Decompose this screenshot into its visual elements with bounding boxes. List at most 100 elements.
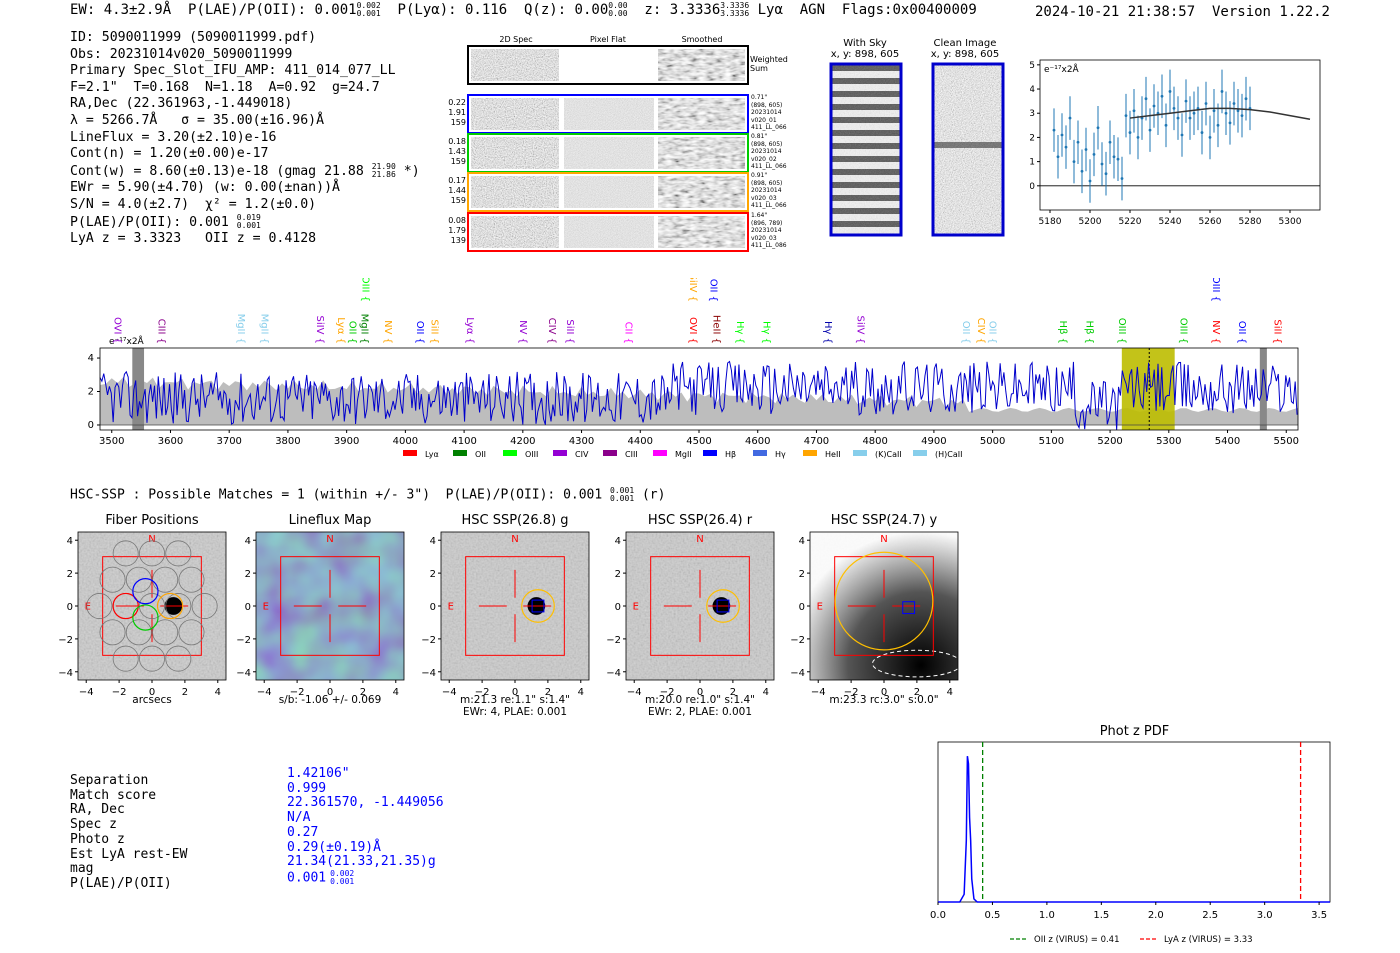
spectrum-xtick-label: 4200 bbox=[510, 436, 535, 447]
source-box bbox=[716, 599, 730, 613]
match-value: 1.42106" bbox=[287, 766, 350, 781]
hsc-ytick-label: 2 bbox=[799, 569, 805, 580]
hsc-match-line: HSC-SSP : Possible Matches = 1 (within +… bbox=[70, 487, 665, 503]
fiber-circle bbox=[165, 645, 192, 672]
zoom-point bbox=[1116, 157, 1120, 161]
north-label: N bbox=[511, 534, 518, 545]
emission-line-label-text: OII { bbox=[960, 321, 971, 344]
legend-swatch bbox=[403, 450, 417, 456]
legend-label: OIII bbox=[525, 450, 538, 459]
info-lya: LyA z = 3.3323 OII z = 0.4128 bbox=[70, 231, 317, 247]
legend-label: OII bbox=[475, 450, 486, 459]
cutout-left-label: 0.08 1.79 139 bbox=[448, 216, 466, 245]
match-value: 0.29(±0.19)Å bbox=[287, 839, 381, 855]
fiber-circle bbox=[112, 540, 139, 567]
zoom-ytick-label: 5 bbox=[1030, 61, 1035, 71]
fiber-circle bbox=[139, 645, 165, 672]
spectrum-xtick-label: 3800 bbox=[275, 436, 300, 447]
hsc-ytick-label: 0 bbox=[67, 602, 73, 613]
east-label: E bbox=[263, 601, 269, 612]
hsc-match-text: HSC-SSP : Possible Matches = 1 (within +… bbox=[70, 487, 603, 503]
emission-line-label-text: SiIV { bbox=[854, 316, 865, 344]
spectrum-xtick-label: 3500 bbox=[99, 436, 124, 447]
zoom-point bbox=[1104, 172, 1108, 176]
hsc-xtick-label: −4 bbox=[442, 687, 457, 698]
header-plya: P(Lyα): 0.116 bbox=[397, 2, 508, 18]
info-radec: RA,Dec (22.361963,-1.449018) bbox=[70, 96, 293, 112]
info-contn: Cont(n) = 1.20(±0.00)e-17 bbox=[70, 146, 269, 162]
zoom-point bbox=[1236, 109, 1240, 113]
match-value: 21.34(21.33,21.35)g bbox=[287, 854, 436, 870]
spectrum-xtick-label: 5000 bbox=[980, 436, 1005, 447]
fiber-circle bbox=[152, 619, 179, 646]
zoom-point bbox=[1176, 116, 1180, 120]
legend-label: Hγ bbox=[775, 450, 786, 459]
cutout-header-smooth: Smoothed bbox=[681, 35, 723, 44]
match-plae-frac: 0.002 0.001 bbox=[330, 869, 355, 886]
emission-line-label: Hγ { bbox=[822, 321, 833, 344]
zoom-xtick-label: 5260 bbox=[1199, 217, 1222, 227]
legend-swatch bbox=[553, 450, 567, 456]
zoom-frame bbox=[1039, 59, 1321, 211]
emission-line-label-text: OII { bbox=[708, 279, 719, 302]
zoom-point bbox=[1100, 162, 1104, 166]
fiber-circle bbox=[165, 540, 192, 567]
cutout-row-2 bbox=[467, 133, 749, 173]
hsc-panel-title: HSC SSP(24.7) y bbox=[830, 513, 938, 528]
emission-line-label: OII { bbox=[1236, 321, 1247, 344]
aperture-box bbox=[280, 556, 380, 656]
match-plae-lo: 0.001 bbox=[330, 876, 355, 886]
photz-title: Phot z PDF bbox=[1099, 724, 1170, 739]
zoom-point bbox=[1060, 133, 1064, 137]
emission-line-label: CII { bbox=[623, 322, 634, 344]
hsc-ytick-label: −2 bbox=[790, 635, 805, 646]
emission-line-label-text: NV { bbox=[382, 320, 393, 344]
lineflux-map bbox=[256, 532, 404, 680]
hsc-ytick-label: 0 bbox=[430, 602, 436, 613]
aperture-box bbox=[834, 556, 934, 656]
east-label: E bbox=[633, 601, 639, 612]
cutout-right-label: 0.71" (898, 605) 20231014 v020_01 411_LL… bbox=[751, 94, 787, 131]
zoom-xtick-label: 5200 bbox=[1079, 217, 1102, 227]
photz-xtick-label: 2.0 bbox=[1148, 910, 1164, 921]
hsc-xtick-label: −4 bbox=[79, 687, 94, 698]
zoom-point bbox=[1204, 102, 1208, 105]
zoom-point bbox=[1120, 177, 1124, 180]
hsc-ytick-label: 4 bbox=[615, 536, 621, 547]
header-qz-hi: 0.00 bbox=[608, 1, 628, 10]
hsc-panel-svg: N E 4 2 0 −2 −4 −4 −2 0 2 4 bbox=[236, 531, 405, 698]
masked-region bbox=[1259, 348, 1267, 430]
hsc-panel-svg: N E 4 2 0 −2 −4 −4 −2 0 2 4 bbox=[790, 531, 962, 698]
hsc-xtick-label: −2 bbox=[290, 687, 305, 698]
hsc-xtick-label: 0 bbox=[697, 687, 703, 698]
info-contw-row: Cont(w) = 8.60(±0.13)e-18 (gmag 21.88 21… bbox=[70, 162, 420, 181]
hsc-ytick-label: −4 bbox=[58, 668, 73, 679]
spectrum-xtick-label: 5300 bbox=[1156, 436, 1181, 447]
hsc-ytick-label: 4 bbox=[67, 536, 73, 547]
legend-swatch bbox=[653, 450, 667, 456]
zoom-point bbox=[1108, 140, 1112, 144]
hsc-ytick-label: −2 bbox=[58, 635, 73, 646]
emission-line-label-text: SiIV { bbox=[687, 278, 698, 302]
zoom-point bbox=[1068, 116, 1072, 120]
legend-swatch bbox=[503, 450, 517, 456]
zoom-point bbox=[1232, 102, 1236, 105]
zoom-point bbox=[1160, 94, 1164, 98]
hsc-ytick-label: 0 bbox=[799, 602, 805, 613]
hsc-panel-title: Fiber Positions bbox=[105, 513, 199, 528]
hsc-ytick-label: −2 bbox=[421, 635, 436, 646]
emission-line-label: OVI { bbox=[687, 317, 698, 344]
fiber-red bbox=[112, 592, 139, 620]
info-contw-lo: 21.86 bbox=[371, 169, 396, 179]
emission-line-label-text: OII { bbox=[414, 321, 425, 344]
fiber-circle bbox=[191, 593, 218, 619]
emission-line-label: Lyα { bbox=[464, 317, 475, 344]
emission-line-label-text: Lyα { bbox=[464, 317, 475, 344]
legend-swatch bbox=[853, 450, 867, 456]
zoom-point bbox=[1208, 136, 1212, 139]
hsc-match-lo: 0.001 bbox=[610, 494, 635, 503]
with-sky-title: With Sky bbox=[843, 38, 887, 49]
emission-line-label-text: Hγ { bbox=[822, 321, 833, 344]
spectrum-ylabel: e⁻¹⁷x2Å bbox=[109, 335, 145, 347]
legend-swatch bbox=[603, 450, 617, 456]
